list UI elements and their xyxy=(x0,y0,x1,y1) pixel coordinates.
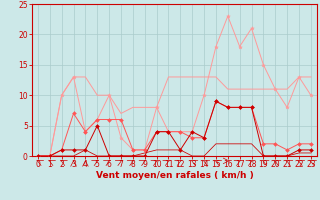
X-axis label: Vent moyen/en rafales ( km/h ): Vent moyen/en rafales ( km/h ) xyxy=(96,171,253,180)
